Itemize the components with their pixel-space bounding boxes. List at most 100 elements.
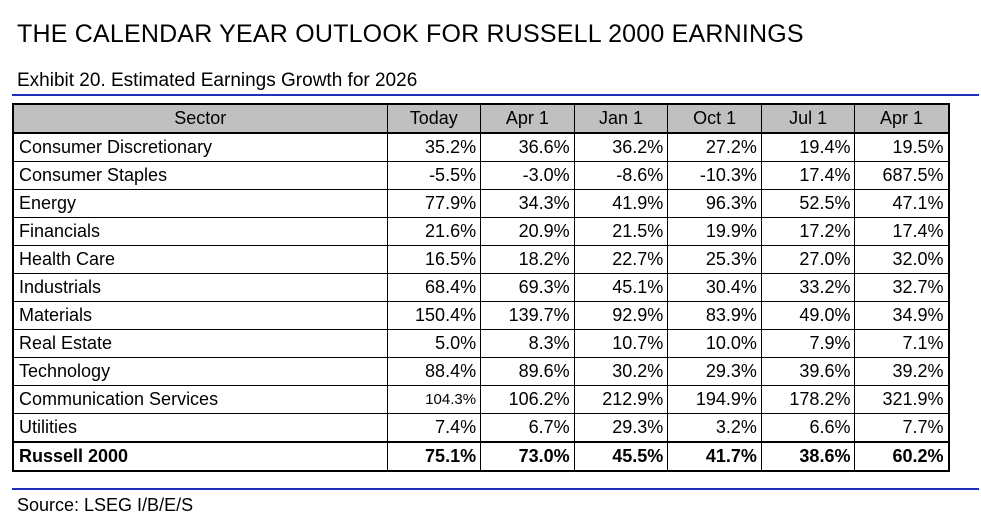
value-cell: 20.9% [480,217,575,246]
value-cell: 321.9% [854,385,950,414]
value-cell: 36.2% [573,132,669,162]
total-row: Russell 2000 75.1% 73.0% 45.5% 41.7% 38.6% 60.… [12,441,950,472]
value-cell: 33.2% [760,273,856,302]
table-row: Financials 21.6% 20.9% 21.5% 19.9% 17.2% 17.4% [12,217,950,246]
value-cell: 25.3% [667,245,762,274]
value-cell: 69.3% [480,273,575,302]
value-cell: 47.1% [854,189,950,218]
value-cell: 41.7% [667,441,762,472]
value-cell: -3.0% [480,161,575,190]
value-cell: 7.4% [386,413,482,443]
header-oct1: Oct 1 [667,103,762,134]
value-cell: 139.7% [480,301,575,330]
value-cell: 17.4% [854,217,950,246]
value-cell: 35.2% [386,132,482,162]
value-cell: 212.9% [573,385,669,414]
value-cell: 687.5% [854,161,950,190]
value-cell: 104.3% [386,385,482,414]
value-cell: 38.6% [760,441,856,472]
sector-cell: Communication Services [12,385,388,414]
value-cell: 32.0% [854,245,950,274]
value-cell: -10.3% [667,161,762,190]
table-row: Materials 150.4% 139.7% 92.9% 83.9% 49.0% 34.9… [12,301,950,330]
value-cell: 17.4% [760,161,856,190]
value-cell: 3.2% [667,413,762,443]
value-cell: 10.0% [667,329,762,358]
value-cell: 6.7% [480,413,575,443]
value-cell: 89.6% [480,357,575,386]
value-cell: 18.2% [480,245,575,274]
header-apr1: Apr 1 [480,103,575,134]
sector-cell: Real Estate [12,329,388,358]
value-cell: 21.5% [573,217,669,246]
table-row: Consumer Discretionary 35.2% 36.6% 36.2% 27.… [12,132,950,162]
header-sector: Sector [12,103,388,134]
sector-cell: Energy [12,189,388,218]
exhibit-subtitle: Exhibit 20. Estimated Earnings Growth fo… [17,70,418,91]
value-cell: 88.4% [386,357,482,386]
value-cell: 45.1% [573,273,669,302]
header-jul1: Jul 1 [760,103,856,134]
value-cell: 39.2% [854,357,950,386]
earnings-growth-table: Sector Today Apr 1 Jan 1 Oct 1 Jul 1 Apr… [12,103,950,472]
sector-cell: Health Care [12,245,388,274]
sector-cell: Russell 2000 [12,441,388,472]
source-note: Source: LSEG I/B/E/S [17,495,194,515]
value-cell: 36.6% [480,132,575,162]
value-cell: 30.4% [667,273,762,302]
value-cell: 52.5% [760,189,856,218]
value-cell: 150.4% [386,301,482,330]
value-cell: 41.9% [573,189,669,218]
value-cell: 7.1% [854,329,950,358]
value-cell: 106.2% [480,385,575,414]
value-cell: 8.3% [480,329,575,358]
table-row: Industrials 68.4% 69.3% 45.1% 30.4% 33.2% 32.7… [12,273,950,302]
header-apr1-prior: Apr 1 [854,103,950,134]
header-jan1: Jan 1 [573,103,669,134]
sector-cell: Financials [12,217,388,246]
sector-cell: Technology [12,357,388,386]
value-cell: 29.3% [667,357,762,386]
value-cell: 19.9% [667,217,762,246]
value-cell: 178.2% [760,385,856,414]
sector-cell: Materials [12,301,388,330]
value-cell: 19.4% [760,132,856,162]
table-row: Communication Services 104.3% 106.2% 212.9%… [12,385,950,414]
table-row: Energy 77.9% 34.3% 41.9% 96.3% 52.5% 47.1% [12,189,950,218]
value-cell: 6.6% [760,413,856,443]
table-row: Consumer Staples -5.5% -3.0% -8.6% -10.3% 17.… [12,161,950,190]
value-cell: 17.2% [760,217,856,246]
value-cell: 45.5% [573,441,669,472]
value-cell: 39.6% [760,357,856,386]
table-row: Health Care 16.5% 18.2% 22.7% 25.3% 27.0% 32.0… [12,245,950,274]
table-row: Utilities 7.4% 6.7% 29.3% 3.2% 6.6% 7.7% [12,413,950,443]
value-cell: 194.9% [667,385,762,414]
value-cell: 60.2% [854,441,950,472]
header-today: Today [386,103,482,134]
value-cell: 73.0% [480,441,575,472]
value-cell: -5.5% [386,161,482,190]
top-divider [12,94,979,96]
value-cell: 16.5% [386,245,482,274]
sector-cell: Industrials [12,273,388,302]
value-cell: 83.9% [667,301,762,330]
page-title: THE CALENDAR YEAR OUTLOOK FOR RUSSELL 20… [17,20,804,48]
value-cell: 29.3% [573,413,669,443]
sector-cell: Utilities [12,413,388,443]
value-cell: 75.1% [386,441,482,472]
sector-cell: Consumer Staples [12,161,388,190]
value-cell: 5.0% [386,329,482,358]
value-cell: 92.9% [573,301,669,330]
value-cell: 22.7% [573,245,669,274]
value-cell: 21.6% [386,217,482,246]
bottom-divider [12,488,979,490]
value-cell: 96.3% [667,189,762,218]
value-cell: 34.9% [854,301,950,330]
sector-cell: Consumer Discretionary [12,132,388,162]
table-row: Technology 88.4% 89.6% 30.2% 29.3% 39.6% 39.2% [12,357,950,386]
value-cell: 7.9% [760,329,856,358]
value-cell: 34.3% [480,189,575,218]
value-cell: 32.7% [854,273,950,302]
header-row: Sector Today Apr 1 Jan 1 Oct 1 Jul 1 Apr… [12,103,950,134]
value-cell: 27.0% [760,245,856,274]
